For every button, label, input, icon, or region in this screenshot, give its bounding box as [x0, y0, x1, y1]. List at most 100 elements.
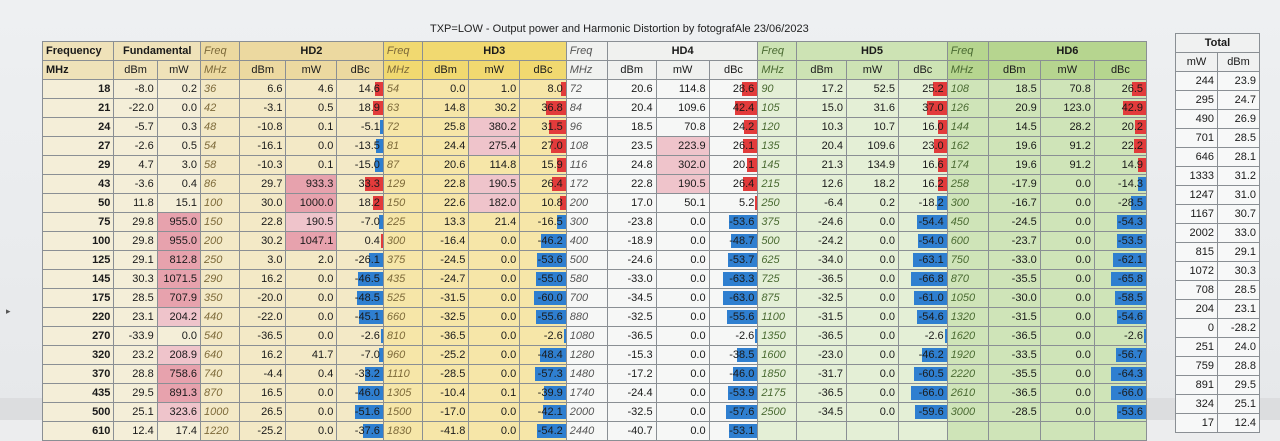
h3-dbc-cell: -60.0 [519, 288, 567, 308]
h6-dbc-cell-value: -56.7 [1117, 349, 1143, 361]
h2-dbm-cell: 26.5 [238, 402, 287, 422]
h6-dbc-cell-value: -62.1 [1117, 254, 1143, 266]
h4-dbc-cell-bar [728, 215, 757, 229]
h4-dbm-cell: 22.8 [606, 174, 657, 194]
h4-freq-cell: 200 [565, 193, 608, 213]
h5-dbc-cell: -63.1 [897, 250, 948, 270]
h2-freq-cell: 640 [200, 345, 240, 365]
h5-dbm-cell: 15.0 [796, 98, 848, 118]
h3-mw-cell: 0.0 [468, 421, 521, 441]
h2-dbc-cell-value: -46.0 [354, 387, 380, 399]
h6-dbc-cell-value: 22.2 [1121, 140, 1143, 152]
harmonics-body: 18 -8.0 0.2 36 6.6 4.6 14.6 54 0.0 1.0 8.0 72 20.6 11… [41, 79, 1148, 441]
h4-dbm-cell: 24.8 [606, 155, 657, 175]
h6-dbc-cell-bar [1111, 367, 1146, 381]
total-row: 891 29.5 [1175, 375, 1260, 395]
h3-freq-cell: 1110 [382, 364, 423, 384]
h4-mw-cell: 0.0 [655, 402, 710, 422]
h4-dbc-cell: 26.4 [708, 174, 759, 194]
h3-mw-cell: 275.4 [468, 136, 521, 156]
h5-dbm-cell: 17.2 [796, 79, 848, 99]
hd5-mhz-header: MHz [757, 60, 798, 80]
h3-dbc-cell: -55.0 [519, 269, 567, 289]
h3-dbc-cell-bar [536, 253, 566, 267]
total-dbm-header: dBm [1217, 52, 1260, 72]
h5-freq-cell: 2500 [757, 402, 798, 422]
h2-dbc-cell-value: -13.5 [354, 140, 380, 152]
h5-dbc-cell-bar [921, 348, 947, 362]
total-row: 1167 30.7 [1175, 204, 1260, 224]
h5-mw-cell: 0.0 [846, 212, 899, 232]
h4-dbm-cell: -32.5 [606, 307, 657, 327]
h5-dbc-cell-bar [910, 272, 947, 286]
table-row: 175 28.5 707.9 350 -20.0 0.0 -48.5 525 -31.5 0.0-… [41, 288, 1148, 308]
h6-dbm-cell: -16.7 [987, 193, 1041, 213]
fund-dbm-cell: 30.3 [113, 269, 158, 289]
h4-dbc-cell-bar [734, 101, 757, 115]
h6-dbc-cell-value: -54.3 [1117, 216, 1143, 228]
h2-dbc-cell-value: -48.5 [354, 292, 380, 304]
h4-dbc-cell: -38.5 [708, 345, 759, 365]
h4-dbc-cell-value: -53.1 [729, 425, 755, 437]
h6-dbc-cell: -58.5 [1093, 288, 1148, 308]
table-row: 370 28.8 758.6 740 -4.4 0.4 -33.2 1110 -28.5 0.0-… [41, 364, 1148, 384]
h2-dbc-cell: -7.0 [336, 345, 384, 365]
h3-dbc-cell: 26.4 [519, 174, 567, 194]
h3-mw-cell: 0.0 [468, 345, 521, 365]
h4-mw-cell: 0.0 [655, 364, 710, 384]
total-mw-cell: 295 [1175, 90, 1218, 110]
h3-dbc-cell-value: -54.2 [537, 425, 563, 437]
h4-dbc-cell-bar [727, 310, 757, 324]
h3-mw-cell: 0.0 [468, 402, 521, 422]
h5-dbm-cell: -23.0 [796, 345, 848, 365]
freq-cell: 500 [41, 402, 115, 422]
h3-dbc-cell: -16.5 [519, 212, 567, 232]
h4-dbc-cell-value: 42.4 [732, 102, 755, 114]
fund-dbm-cell: 29.5 [113, 383, 158, 403]
h2-dbc-cell-bar [375, 139, 383, 153]
h5-dbc-cell: -61.0 [897, 288, 948, 308]
h5-dbc-cell: -2.6 [897, 326, 948, 346]
h3-freq-cell: 72 [382, 117, 423, 137]
h4-dbm-cell: 23.5 [606, 136, 657, 156]
h6-dbc-cell-bar [1138, 177, 1146, 191]
h3-dbc-cell-bar [539, 348, 566, 362]
h4-dbc-cell-value: -2.6 [735, 330, 755, 342]
h3-dbc-cell-bar [548, 120, 566, 134]
total-mw-cell: 1333 [1175, 166, 1218, 186]
fund-mw-cell: 3.0 [156, 155, 202, 175]
fund-mw-cell: 0.5 [156, 136, 202, 156]
h4-mw-cell: 0.0 [655, 250, 710, 270]
h2-dbc-cell-bar [375, 82, 383, 96]
h5-dbm-cell: -36.5 [796, 326, 848, 346]
fund-dbm-cell: 29.8 [113, 231, 158, 251]
h3-dbc-cell-value: 26.4 [541, 178, 563, 190]
h3-dbm-cell: -16.4 [421, 231, 470, 251]
hd5-dbm-header: dBm [796, 60, 848, 80]
h6-dbc-cell: 20.2 [1093, 117, 1148, 137]
h6-dbc-cell-bar [1117, 405, 1146, 419]
h2-freq-cell: 42 [200, 98, 240, 118]
h6-freq-cell: 174 [946, 155, 989, 175]
total-row: 295 24.7 [1175, 90, 1260, 110]
h4-mw-cell: 0.0 [655, 345, 710, 365]
hd2-mhz-header: MHz [200, 60, 240, 80]
total-dbm-cell: 29.1 [1217, 242, 1260, 262]
h4-mw-cell: 50.1 [655, 193, 710, 213]
h4-mw-cell: 0.0 [655, 383, 710, 403]
h3-dbm-cell: 13.3 [421, 212, 470, 232]
h6-dbc-cell-bar [1116, 215, 1146, 229]
total-row: 708 28.5 [1175, 280, 1260, 300]
h3-dbc-cell-bar [551, 139, 566, 153]
h5-mw-cell: 0.0 [846, 269, 899, 289]
h2-dbc-cell-bar [380, 329, 383, 343]
h2-dbc-cell-value: 18.2 [358, 197, 380, 209]
h2-dbm-cell: 16.2 [238, 345, 287, 365]
h2-mw-cell: 0.0 [285, 288, 338, 308]
total-dbm-cell: 30.7 [1217, 204, 1260, 224]
h5-dbc-cell: -60.5 [897, 364, 948, 384]
h4-freq-cell: 108 [565, 136, 608, 156]
h3-dbc-cell-value: -60.0 [537, 292, 563, 304]
h4-mw-cell: 0.0 [655, 421, 710, 441]
fund-mw-cell: 0.0 [156, 326, 202, 346]
